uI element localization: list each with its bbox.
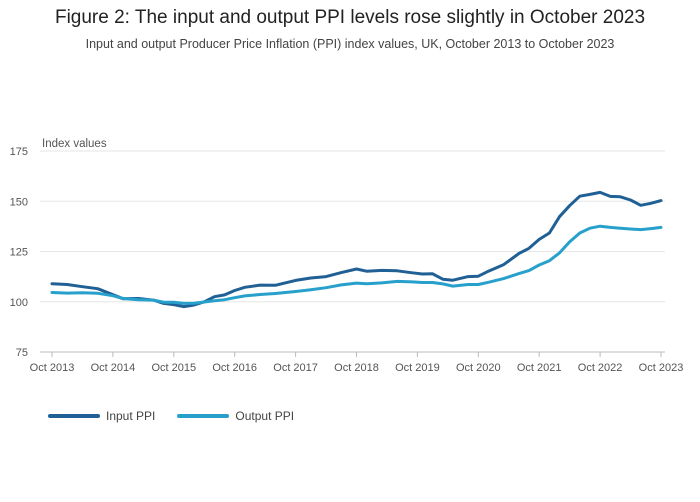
x-tick-label: Oct 2018 — [334, 362, 379, 374]
series-line-output-ppi — [50, 224, 663, 305]
legend-label: Output PPI — [235, 409, 295, 423]
x-tick-label: Oct 2015 — [151, 362, 196, 374]
legend-label: Input PPI — [106, 409, 156, 423]
legend-swatch — [48, 414, 100, 418]
x-tick-label: Oct 2014 — [91, 362, 136, 374]
x-tick-label: Oct 2019 — [395, 362, 440, 374]
x-tick-label: Oct 2013 — [30, 362, 75, 374]
axes: 75 100 125 150 175 Oct 2013 Oct 2014 Oct 2015 Oc… — [10, 146, 684, 374]
chart-subtitle: Input and output Producer Price Inflatio… — [85, 37, 615, 51]
legend: Input PPI Output PPI — [48, 409, 316, 423]
x-tick-label: Oct 2020 — [456, 362, 501, 374]
gridlines — [40, 150, 665, 353]
x-tick-label: Oct 2021 — [517, 362, 562, 374]
series-line-input-ppi — [50, 190, 663, 309]
y-tick-label: 125 — [10, 247, 28, 259]
legend-item-input-ppi[interactable]: Input PPI — [48, 409, 155, 423]
y-tick-label: 150 — [10, 196, 28, 208]
legend-item-output-ppi[interactable]: Output PPI — [177, 409, 294, 423]
y-tick-label: 75 — [16, 347, 28, 359]
y-tick-label: 100 — [10, 297, 28, 309]
y-tick-label: 175 — [10, 146, 28, 158]
y-axis-label: Index values — [42, 138, 107, 150]
chart-title: Figure 2: The input and output PPI level… — [54, 7, 646, 28]
x-tick-label: Oct 2022 — [578, 362, 623, 374]
x-tick-label: Oct 2016 — [212, 362, 257, 374]
legend-swatch — [177, 414, 230, 418]
x-tick-label: Oct 2017 — [273, 362, 318, 374]
series-lines — [50, 190, 663, 309]
x-tick-label: Oct 2023 — [639, 362, 684, 374]
